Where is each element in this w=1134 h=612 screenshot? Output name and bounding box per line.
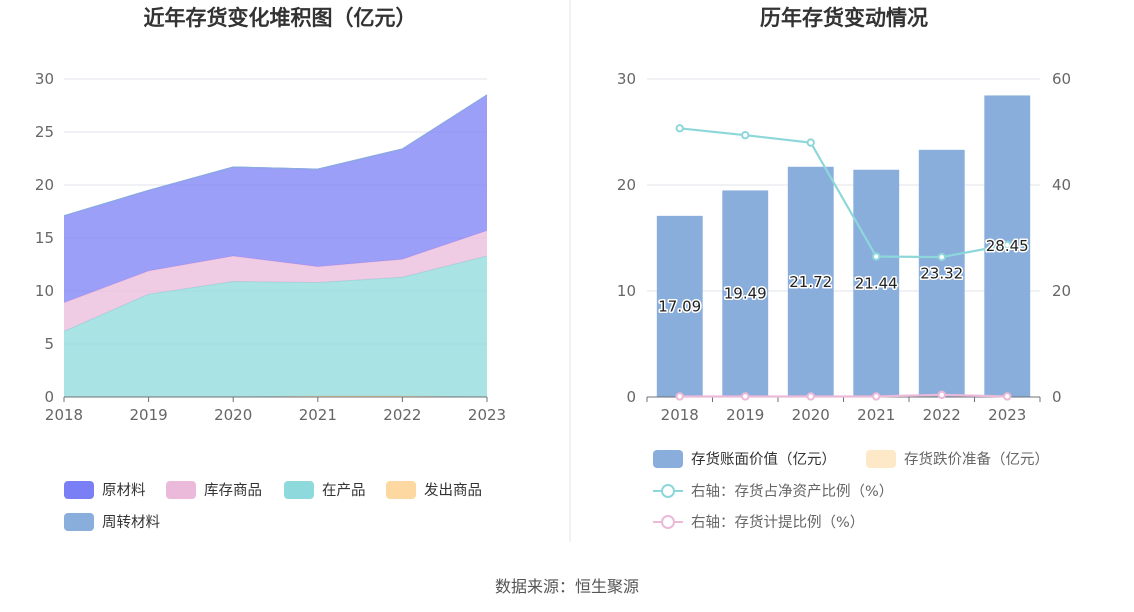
bar-data-label: 19.49 [724, 285, 767, 303]
y2-tick-label: 20 [1052, 282, 1071, 300]
bar-data-label: 28.45 [986, 237, 1029, 255]
legend-swatch [386, 481, 416, 499]
x-tick-label: 2020 [214, 406, 252, 424]
legend-marker [661, 515, 675, 529]
legend-label: 周转材料 [102, 514, 160, 531]
line-point [741, 130, 750, 140]
legend-label: 右轴：存货占净资产比例（%） [691, 483, 893, 500]
x-tick-label: 2018 [661, 406, 699, 424]
line-point [806, 138, 815, 147]
bar-line-chart: 历年存货变动情况 0 10 20 30 0 20 40 60 2018 2019 2020 2021 20… [617, 6, 1071, 531]
data-source: 数据来源：恒生聚源 [495, 577, 639, 596]
x-tick-label: 2021 [299, 406, 337, 424]
legend-label: 库存商品 [204, 482, 262, 499]
bar-2020 [787, 166, 834, 397]
bar-data-label: 23.32 [920, 264, 963, 282]
legend-label: 在产品 [322, 482, 366, 499]
y-tick-label: 10 [35, 282, 54, 300]
x-tick-label: 2020 [792, 406, 830, 424]
y-tick-label: 5 [44, 335, 54, 353]
y-tick-label: 0 [626, 388, 636, 406]
x-tick-label: 2019 [130, 406, 168, 424]
chart-title: 历年存货变动情况 [760, 6, 928, 30]
bar-2019 [722, 190, 769, 397]
line-point [1003, 392, 1012, 401]
line-point [937, 252, 946, 262]
line-point [872, 252, 881, 261]
bar-2022 [918, 149, 965, 397]
bar-data-label: 21.72 [789, 273, 832, 291]
bar-2018 [656, 215, 703, 397]
line-point [872, 392, 881, 401]
x-tick-label: 2021 [857, 406, 895, 424]
bar-data-label: 21.44 [855, 274, 898, 292]
x-tick-label: 2023 [988, 406, 1026, 424]
x-tick-label: 2022 [383, 406, 421, 424]
y2-tick-label: 0 [1052, 388, 1062, 406]
legend-label: 存货账面价值（亿元） [691, 451, 836, 468]
legend-swatch [866, 450, 896, 468]
area-原材料 [64, 94, 487, 303]
line-point [741, 392, 750, 401]
x-tick-label: 2022 [923, 406, 961, 424]
line-右轴：存货计提比例（%） [679, 393, 1008, 398]
line-point [806, 392, 815, 401]
y-tick-label: 25 [35, 123, 54, 141]
y-tick-label: 0 [44, 388, 54, 406]
stacked-area-chart: 近年存货变化堆积图（亿元） 0 5 10 15 20 25 30 2018 2019 2020 202… [35, 6, 506, 531]
line-point [937, 390, 946, 400]
line-右轴：存货占净资产比例（%） [679, 127, 1008, 259]
legend-swatch [166, 481, 196, 499]
legend-marker [661, 484, 675, 498]
x-tick-label: 2023 [468, 406, 506, 424]
legend-label: 存货跌价准备（亿元） [904, 451, 1049, 468]
y-tick-label: 30 [35, 70, 54, 88]
y-tick-label: 20 [617, 176, 636, 194]
legend-label: 发出商品 [424, 482, 482, 499]
y-tick-label: 10 [617, 282, 636, 300]
y-tick-label: 15 [35, 229, 54, 247]
area-库存商品 [64, 230, 487, 332]
line-point [675, 124, 684, 133]
y2-tick-label: 60 [1052, 70, 1071, 88]
area-edge-周转材料 [63, 94, 488, 217]
bar-data-label: 17.09 [658, 297, 701, 315]
y2-tick-label: 40 [1052, 176, 1071, 194]
y-tick-label: 20 [35, 176, 54, 194]
legend-label: 右轴：存货计提比例（%） [691, 514, 864, 531]
legend-swatch [653, 450, 683, 468]
bar-2021 [853, 169, 900, 397]
y-tick-label: 30 [617, 70, 636, 88]
legend-label: 原材料 [102, 482, 146, 499]
chart-title: 近年存货变化堆积图（亿元） [144, 6, 417, 30]
legend-swatch [64, 513, 94, 531]
legend-swatch [64, 481, 94, 499]
line-point [1003, 240, 1012, 250]
legend-swatch [284, 481, 314, 499]
x-tick-label: 2019 [726, 406, 764, 424]
x-tick-label: 2018 [45, 406, 83, 424]
line-point [675, 392, 684, 401]
